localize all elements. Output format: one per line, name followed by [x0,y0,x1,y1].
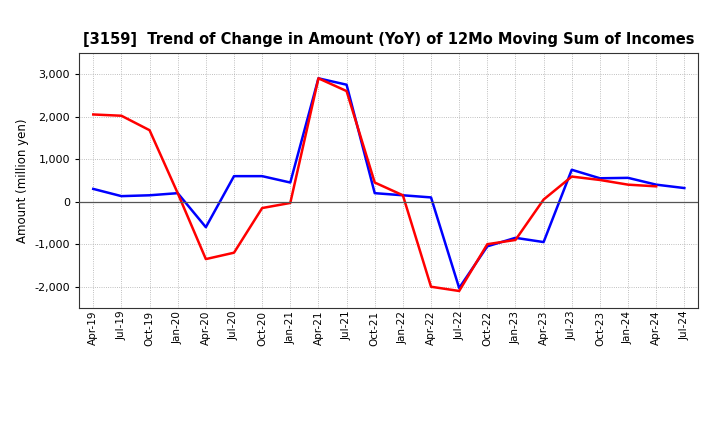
Ordinary Income [145,193,154,198]
Ordinary Income [89,186,98,191]
Ordinary Income [595,176,604,181]
Net Income [624,182,632,187]
Net Income [567,174,576,179]
Ordinary Income [370,191,379,196]
Net Income [427,284,436,290]
Ordinary Income [483,244,492,249]
Ordinary Income [652,182,660,187]
Net Income [455,288,464,293]
Net Income [202,257,210,262]
Ordinary Income [286,180,294,185]
Ordinary Income [174,191,182,196]
Net Income [174,191,182,196]
Ordinary Income [202,224,210,230]
Net Income [230,250,238,255]
Ordinary Income [342,82,351,87]
Net Income [145,128,154,133]
Line: Ordinary Income: Ordinary Income [94,78,684,288]
Ordinary Income [539,239,548,245]
Ordinary Income [314,76,323,81]
Net Income [370,180,379,185]
Ordinary Income [427,195,436,200]
Ordinary Income [117,194,126,199]
Net Income [595,177,604,183]
Net Income [399,193,408,198]
Net Income [286,200,294,205]
Ordinary Income [455,286,464,291]
Ordinary Income [230,173,238,179]
Net Income [342,88,351,94]
Ordinary Income [511,235,520,240]
Net Income [89,112,98,117]
Net Income [511,237,520,242]
Y-axis label: Amount (million yen): Amount (million yen) [16,118,29,242]
Net Income [258,205,266,211]
Ordinary Income [258,173,266,179]
Ordinary Income [567,167,576,172]
Ordinary Income [399,193,408,198]
Net Income [314,76,323,81]
Line: Net Income: Net Income [94,78,656,291]
Ordinary Income [680,185,688,191]
Ordinary Income [624,175,632,180]
Net Income [483,242,492,247]
Net Income [117,113,126,118]
Net Income [539,197,548,202]
Net Income [652,184,660,189]
Title: [3159]  Trend of Change in Amount (YoY) of 12Mo Moving Sum of Incomes: [3159] Trend of Change in Amount (YoY) o… [83,33,695,48]
